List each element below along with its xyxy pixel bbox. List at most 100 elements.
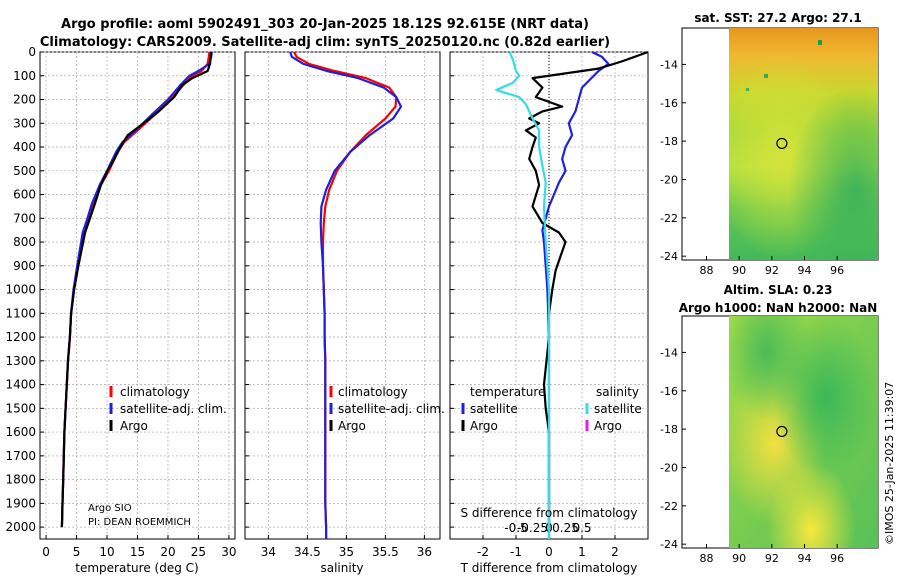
s-difference-axis-labels: -0.5-0.250 0.250.5 xyxy=(504,521,591,535)
legend-s-argo-label: Argo xyxy=(594,419,622,433)
y-tick-label: 100 xyxy=(13,69,36,83)
argo-float-marker xyxy=(776,425,788,438)
sla-low-patch xyxy=(729,316,878,548)
s-tick-label: 0.25 xyxy=(552,521,579,535)
salinity-series xyxy=(289,51,403,539)
x-tick-label: 15 xyxy=(130,545,145,559)
x-tick-label: -1 xyxy=(510,545,522,559)
y-tick-label: 1300 xyxy=(5,354,36,368)
y-tick-label: 1600 xyxy=(5,425,36,439)
figure-title-line1: Argo profile: aoml 5902491_303 20-Jan-20… xyxy=(61,17,589,32)
temperature-grid xyxy=(40,51,235,539)
map-x-tick-label: 90 xyxy=(732,264,746,277)
legend-s-satellite-label: satellite xyxy=(594,402,642,416)
x-tick-label: 30 xyxy=(221,545,236,559)
sst-coast-pixel xyxy=(818,40,822,45)
map-x-tick-label: 90 xyxy=(732,552,746,565)
sla-map-title: Altim. SLA: 0.23 xyxy=(724,283,833,297)
map-x-tick-label: 94 xyxy=(798,552,812,565)
sla-map-panel: Altim. SLA: 0.23 Argo h1000: NaN h2000: … xyxy=(660,283,879,565)
map-y-tick-label: -14 xyxy=(660,346,678,359)
x-tick-label: 35 xyxy=(339,545,354,559)
legend-satellite-label: satellite-adj. clim. xyxy=(120,402,227,416)
sst-map-title: sat. SST: 27.2 Argo: 27.1 xyxy=(694,11,861,25)
y-tick-label: 1400 xyxy=(5,378,36,392)
x-tick-label: 25 xyxy=(191,545,206,559)
map-y-tick-label: -18 xyxy=(660,135,678,148)
map-x-tick-label: 96 xyxy=(830,552,844,565)
map-x-tick-label: 88 xyxy=(700,552,714,565)
map-y-tick-label: -16 xyxy=(660,385,678,398)
x-tick-label: 0 xyxy=(42,545,50,559)
x-tick-label: 35.5 xyxy=(372,545,399,559)
map-y-tick-label: -18 xyxy=(660,423,678,436)
sst-cool-patch xyxy=(729,28,878,260)
argo-float-marker xyxy=(776,137,788,150)
y-tick-label: 1900 xyxy=(5,496,36,510)
salinity-grid xyxy=(245,51,440,539)
legend-satellite-label: satellite-adj. clim. xyxy=(338,402,445,416)
y-tick-label: 500 xyxy=(13,164,36,178)
temperature-legend: climatology satellite-adj. clim. Argo xyxy=(109,385,227,433)
s-tick-label: -0.5 xyxy=(504,521,527,535)
map-y-tick-label: -16 xyxy=(660,97,678,110)
map-y-tick-label: -22 xyxy=(660,212,678,225)
series-line-argo xyxy=(60,51,213,528)
map-x-tick-label: 94 xyxy=(798,264,812,277)
sla-map-axis-labels: 88 90 92 94 96 -14 -16 -18 -20 -22 -24 xyxy=(660,346,844,565)
map-x-tick-label: 92 xyxy=(765,264,779,277)
map-y-tick-label: -22 xyxy=(660,500,678,513)
map-x-tick-label: 96 xyxy=(830,264,844,277)
map-y-tick-label: -20 xyxy=(660,461,678,474)
t-difference-axis-labels: -2 -1 0 1 2 xyxy=(477,545,619,559)
salinity-axis-labels: 34 34.5 35 35.5 36 xyxy=(261,545,432,559)
salinity-panel: 34 34.5 35 35.5 36 salinity climatology sate… xyxy=(244,51,445,575)
salinity-axis-title: salinity xyxy=(320,561,363,575)
map-y-tick-label: -24 xyxy=(660,250,678,263)
s-difference-axis-title: S difference from climatology xyxy=(461,506,638,520)
legend-argo-label: Argo xyxy=(120,419,148,433)
series-line-satellite-adj-clim- xyxy=(289,51,403,539)
difference-legend: temperature salinity satellite Argo sate… xyxy=(461,385,642,433)
y-tick-label: 1200 xyxy=(5,330,36,344)
y-tick-label: 400 xyxy=(13,140,36,154)
x-tick-label: -2 xyxy=(477,545,489,559)
y-tick-label: 300 xyxy=(13,116,36,130)
t-difference-axis-title: T difference from climatology xyxy=(460,561,638,575)
s-tick-label: 0.5 xyxy=(572,521,591,535)
x-tick-label: 20 xyxy=(160,545,175,559)
map-x-tick-label: 88 xyxy=(700,264,714,277)
s-tick-label: -0.25 xyxy=(517,521,548,535)
temperature-panel: 0100200300400500600700800900100011001200… xyxy=(5,45,236,575)
temperature-series xyxy=(60,51,213,528)
y-tick-label: 1800 xyxy=(5,473,36,487)
y-tick-label: 200 xyxy=(13,93,36,107)
y-tick-label: 1700 xyxy=(5,449,36,463)
sst-map-panel: sat. SST: 27.2 Argo: 27.1 88 90 92 94 96 -14 -… xyxy=(660,11,879,277)
y-tick-label: 1100 xyxy=(5,306,36,320)
legend-salinity-title: salinity xyxy=(596,385,639,399)
salinity-legend: climatology satellite-adj. clim. Argo xyxy=(329,385,445,433)
x-tick-label: 34.5 xyxy=(294,545,321,559)
x-tick-label: 36 xyxy=(417,545,432,559)
depth-axis-labels: 0 100 200 300 400 500 600 700 800 900 1000 1100 1200… xyxy=(5,45,36,534)
map-y-tick-label: -20 xyxy=(660,173,678,186)
x-tick-label: 34 xyxy=(261,545,276,559)
sst-coast-pixel xyxy=(746,88,749,91)
y-tick-label: 700 xyxy=(13,211,36,225)
y-tick-label: 1000 xyxy=(5,283,36,297)
legend-argo-label: Argo xyxy=(338,419,366,433)
sla-map-subtitle: Argo h1000: NaN h2000: NaN xyxy=(679,301,878,315)
imos-watermark: ©IMOS 25-Jan-2025 11:39:07 xyxy=(883,382,896,545)
map-y-tick-label: -14 xyxy=(660,58,678,71)
y-tick-label: 1500 xyxy=(5,401,36,415)
legend-t-argo-label: Argo xyxy=(470,419,498,433)
salinity-plot-frame xyxy=(244,51,441,540)
x-tick-label: 5 xyxy=(73,545,81,559)
series-line-s-satellite xyxy=(495,51,551,539)
legend-temperature-title: temperature xyxy=(470,385,545,399)
y-tick-label: 600 xyxy=(13,188,36,202)
map-y-tick-label: -24 xyxy=(660,538,678,551)
legend-climatology-label: climatology xyxy=(338,385,408,399)
